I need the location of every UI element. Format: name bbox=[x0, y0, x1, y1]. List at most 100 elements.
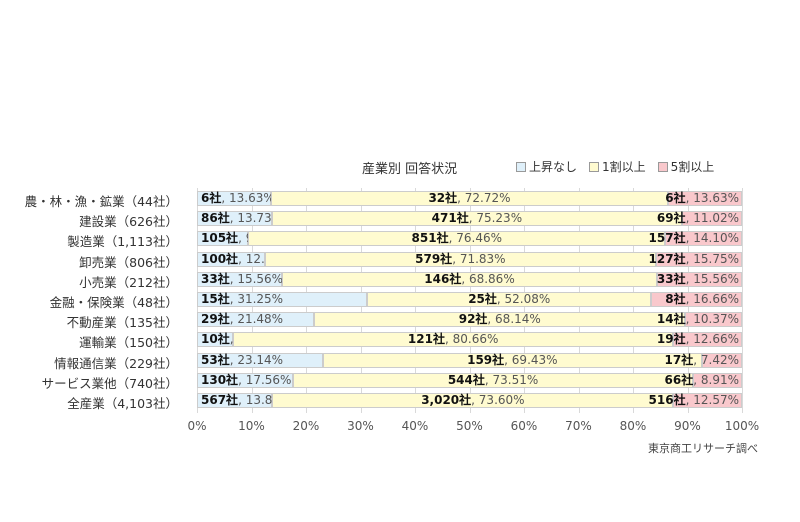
percent-label: , 73.60% bbox=[471, 393, 525, 407]
percent-label: , 52.08% bbox=[496, 292, 551, 306]
x-tick-label: 40% bbox=[401, 419, 429, 433]
bar-row: 15社, 31.25% 25社, 52.08% 8社, 16.66% bbox=[197, 292, 742, 307]
percent-label: , 73.51% bbox=[484, 372, 539, 387]
x-tick-label: 70% bbox=[565, 419, 592, 433]
bar-segment-50pct bbox=[656, 251, 742, 267]
bar-segment-10pct bbox=[272, 393, 674, 408]
data-label: 66社, 8.91% bbox=[665, 373, 739, 388]
count-label: 53社 bbox=[201, 352, 230, 367]
category-label: 建設業（626社） bbox=[79, 214, 178, 230]
data-label: 92社, 68.14% bbox=[459, 312, 541, 327]
percent-label: , 76.46% bbox=[448, 231, 502, 246]
count-label: 69社 bbox=[656, 211, 686, 226]
data-label: 579社, 71.83% bbox=[415, 252, 505, 267]
percent-label: , 68.86% bbox=[461, 271, 515, 286]
percent-label: , 12.57% bbox=[685, 393, 739, 407]
data-label: 33社, 15.56% bbox=[657, 272, 739, 287]
percent-label: , 15.56% bbox=[685, 271, 739, 286]
category-label: 不動産業（135社） bbox=[66, 315, 178, 331]
count-label: 19社 bbox=[656, 332, 686, 347]
bar-segment-10pct bbox=[248, 231, 666, 247]
data-label: 516社, 12.57% bbox=[649, 393, 739, 408]
percent-label: , 13.73% bbox=[229, 211, 284, 226]
legend-swatch bbox=[516, 161, 526, 172]
percent-label: , 8.91% bbox=[693, 372, 739, 387]
source-note: 東京商工リサーチ調べ bbox=[648, 442, 758, 455]
category-label: 情報通信業（229社） bbox=[54, 355, 178, 371]
bar-row: 6社, 13.63% 32社, 72.72% 6社, 13.63% bbox=[197, 191, 742, 206]
percent-label: , 71.83% bbox=[452, 251, 506, 266]
legend-label: 上昇なし bbox=[529, 160, 578, 174]
x-tick-label: 100% bbox=[724, 419, 760, 433]
count-label: 544社 bbox=[447, 372, 485, 387]
bar-segment-50pct bbox=[657, 271, 742, 287]
bar-row: 29社, 21.48% 92社, 68.14% 14社, 10.37% bbox=[197, 312, 742, 328]
bar-segment-none bbox=[197, 271, 282, 287]
bar-segment-50pct bbox=[667, 191, 742, 206]
count-label: 567社 bbox=[201, 393, 239, 407]
percent-label: , 75.23% bbox=[468, 211, 523, 226]
data-label: 8社, 16.66% bbox=[665, 292, 739, 307]
percent-label: , 16.66% bbox=[685, 292, 739, 306]
category-label: 農・林・漁・鉱業（44社） bbox=[24, 194, 178, 209]
percent-label: , 21.48% bbox=[229, 312, 284, 327]
category-label: サービス業他（740社） bbox=[41, 375, 178, 391]
bar-row: 567社, 13.81% 3,020社, 73.60% 516社, 12.57% bbox=[197, 393, 742, 408]
legend-label: 1割以上 bbox=[602, 160, 646, 174]
bar-segment-10pct bbox=[233, 332, 673, 348]
count-label: 14社 bbox=[656, 312, 686, 327]
data-label: 17社, 7.42% bbox=[665, 353, 739, 368]
bar-row: 53社, 23.14% 159社, 69.43% 17社, 7.42% bbox=[197, 352, 742, 368]
count-label: 851社 bbox=[411, 231, 449, 246]
percent-label: , 15.56% bbox=[229, 271, 284, 286]
legend-swatch bbox=[589, 161, 600, 172]
bar-row: 105社, 9.43%851社, 76.46%157社, 14.10% bbox=[197, 231, 742, 247]
count-label: 32社 bbox=[428, 191, 458, 205]
x-tick-label: 60% bbox=[510, 419, 538, 433]
bar-segment-none bbox=[197, 332, 234, 348]
x-tick-label: 80% bbox=[619, 419, 647, 433]
data-label: 130社, 17.56% bbox=[201, 373, 291, 388]
percent-label: , 11.02% bbox=[685, 211, 739, 226]
category-label: 金融・保険業（48社） bbox=[49, 295, 178, 310]
data-label: 32社, 72.72% bbox=[428, 191, 510, 206]
percent-label: , 68.14% bbox=[487, 312, 541, 327]
legend-swatch bbox=[657, 161, 668, 172]
x-tick-label: 90% bbox=[674, 419, 701, 433]
bar-segment-50pct bbox=[673, 393, 742, 408]
bar-segment-none bbox=[197, 393, 273, 408]
data-label: 159社, 69.43% bbox=[467, 353, 557, 368]
count-label: 17社 bbox=[664, 352, 694, 367]
bar-segment-10pct bbox=[367, 292, 652, 307]
count-label: 86社 bbox=[201, 211, 230, 226]
count-label: 6社 bbox=[665, 191, 686, 205]
bar-row: 100社, 12.40%579社, 71.83%127社, 15.75% bbox=[197, 251, 742, 267]
legend: 上昇なし 1割以上 5割以上 bbox=[516, 158, 714, 175]
bar-segment-none bbox=[197, 372, 293, 388]
percent-label: , 13.63% bbox=[685, 191, 739, 205]
x-tick-label: 30% bbox=[347, 419, 374, 433]
count-label: 105社 bbox=[201, 231, 239, 246]
legend-item: 上昇なし bbox=[516, 158, 577, 175]
count-label: 471社 bbox=[431, 211, 469, 226]
bar-segment-50pct bbox=[693, 372, 742, 388]
count-label: 516社 bbox=[648, 393, 686, 407]
percent-label: , 23.14% bbox=[229, 352, 284, 367]
percent-label: , 7.42% bbox=[693, 352, 739, 367]
data-label: 86社, 13.73% bbox=[201, 211, 283, 226]
bar-segment-50pct bbox=[685, 312, 742, 328]
count-label: 15社 bbox=[201, 292, 230, 306]
bar-segment-50pct bbox=[672, 332, 742, 348]
count-label: 157社 bbox=[648, 231, 686, 246]
legend-item: 5割以上 bbox=[657, 158, 714, 175]
legend-item: 1割以上 bbox=[589, 158, 646, 175]
count-label: 130社 bbox=[201, 372, 239, 387]
bar-segment-10pct bbox=[264, 251, 657, 267]
count-label: 6社 bbox=[201, 191, 222, 205]
bar-segment-10pct bbox=[271, 191, 668, 206]
bar-segment-none bbox=[197, 231, 249, 247]
category-label: 製造業（1,113社） bbox=[67, 234, 178, 250]
data-label: 6社, 13.63% bbox=[201, 191, 275, 206]
x-tick-label: 20% bbox=[292, 419, 320, 433]
category-label: 卸売業（806社） bbox=[79, 254, 178, 270]
